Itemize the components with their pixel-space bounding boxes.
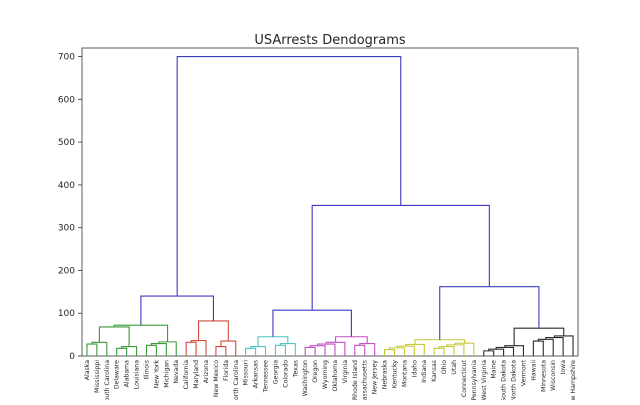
leaf-label: Washington bbox=[302, 360, 309, 396]
leaf-label: Texas bbox=[292, 360, 299, 378]
cluster-link bbox=[438, 346, 455, 356]
leaf-label: Oklahoma bbox=[332, 360, 339, 392]
cluster-link bbox=[354, 344, 366, 356]
leaf-label: Illinois bbox=[143, 360, 150, 380]
leaf-label: New York bbox=[153, 360, 160, 389]
top-link bbox=[439, 286, 540, 340]
cluster-link bbox=[250, 346, 267, 356]
cluster-link bbox=[215, 346, 227, 356]
plot-frame bbox=[81, 47, 579, 357]
leaf-label: Missouri bbox=[243, 360, 250, 386]
leaf-label: West Virginia bbox=[481, 360, 488, 400]
leaf-label: Hawaii bbox=[530, 360, 537, 381]
leaf-label: Connecticut bbox=[461, 359, 468, 397]
leaf-label: Wisconsin bbox=[550, 360, 557, 391]
cluster-link bbox=[274, 344, 286, 356]
top-link bbox=[311, 204, 490, 311]
y-tick-label: 400 bbox=[58, 181, 75, 191]
chart-title: USArrests Dendograms bbox=[254, 33, 406, 48]
leaf-label: South Carolina bbox=[104, 360, 111, 400]
y-tick-label: 100 bbox=[58, 309, 75, 319]
cluster-link bbox=[545, 337, 564, 356]
cluster-link bbox=[86, 343, 98, 356]
cluster-link bbox=[414, 339, 466, 345]
cluster-link bbox=[145, 344, 157, 356]
y-axis: 0 100 200 300 400 500 600 700 bbox=[58, 53, 82, 362]
leaf-label: Colorado bbox=[282, 360, 289, 388]
leaf-label: Montana bbox=[401, 360, 408, 387]
cluster-link bbox=[433, 347, 445, 356]
cluster-link bbox=[198, 320, 229, 342]
y-tick-label: 500 bbox=[58, 138, 75, 148]
leaf-label: Maryland bbox=[193, 360, 200, 389]
cluster-link bbox=[553, 335, 574, 356]
cluster-link bbox=[245, 347, 257, 356]
leaf-label: Georgia bbox=[272, 360, 279, 384]
cluster-link bbox=[121, 346, 138, 356]
cluster-link bbox=[304, 346, 316, 356]
leaf-label: Louisiana bbox=[134, 360, 141, 389]
cluster-link bbox=[488, 348, 505, 356]
cluster-link bbox=[190, 340, 207, 356]
cluster-link bbox=[532, 340, 544, 356]
leaf-label: Florida bbox=[223, 360, 230, 381]
leaf-label: Delaware bbox=[114, 360, 121, 389]
leaf-label: New Jersey bbox=[372, 360, 379, 395]
leaf-label: Arkansas bbox=[253, 360, 260, 388]
leaf-label: Vermont bbox=[520, 359, 527, 386]
leaf-label: New Hampshire bbox=[570, 360, 577, 400]
leaf-label: Maine bbox=[491, 360, 498, 379]
leaf-label: Tennessee bbox=[263, 360, 270, 393]
leaf-label: Utah bbox=[451, 360, 458, 375]
cluster-link bbox=[483, 350, 495, 356]
leaf-label: North Carolina bbox=[233, 360, 240, 400]
top-link bbox=[176, 56, 402, 297]
leaf-label: California bbox=[183, 360, 190, 390]
leaf-label: New Mexico bbox=[213, 360, 220, 397]
leaf-label: Kentucky bbox=[391, 360, 398, 389]
leaf-label: Indiana bbox=[421, 360, 428, 383]
y-tick-label: 300 bbox=[58, 224, 75, 234]
y-tick-label: 600 bbox=[58, 95, 75, 105]
leaf-label: Alaska bbox=[84, 360, 91, 380]
cluster-link bbox=[220, 340, 237, 356]
y-tick-label: 0 bbox=[69, 352, 75, 362]
cluster-link bbox=[384, 349, 396, 356]
leaf-label: Massachusetts bbox=[362, 360, 369, 400]
leaf-label: Michigan bbox=[163, 360, 170, 388]
cluster-link bbox=[113, 324, 169, 342]
cluster-link bbox=[446, 344, 465, 356]
leaf-label: Iowa bbox=[560, 360, 567, 375]
leaf-label: Arizona bbox=[203, 360, 210, 383]
leaf-labels: Alaska Mississippi South Carolina Delaware A… bbox=[84, 359, 577, 405]
cluster-link bbox=[116, 347, 128, 356]
leaf-label: Wyoming bbox=[322, 360, 329, 389]
leaf-label: North Dakota bbox=[511, 360, 518, 400]
cluster-link bbox=[185, 341, 197, 356]
leaf-label: Nevada bbox=[173, 360, 180, 384]
leaf-label: Ohio bbox=[441, 360, 448, 375]
dendrogram-links bbox=[86, 56, 574, 356]
leaf-label: Oregon bbox=[312, 360, 319, 383]
leaf-label: South Dakota bbox=[501, 360, 508, 400]
leaf-label: Alabama bbox=[124, 360, 131, 387]
leaf-label: Minnesota bbox=[540, 360, 547, 392]
y-tick-label: 700 bbox=[58, 53, 75, 63]
leaf-label: Rhode Island bbox=[352, 360, 359, 400]
leaf-label: Idaho bbox=[411, 360, 418, 377]
leaf-label: Virginia bbox=[342, 360, 349, 384]
cluster-link bbox=[98, 326, 130, 347]
leaf-label: Mississippi bbox=[94, 360, 101, 393]
leaf-label: Nebraska bbox=[382, 360, 389, 389]
y-tick-label: 200 bbox=[58, 266, 75, 276]
cluster-link bbox=[513, 327, 565, 346]
leaf-label: Pennsylvania bbox=[471, 360, 478, 400]
cluster-link bbox=[454, 342, 475, 356]
top-link bbox=[272, 309, 352, 337]
leaf-label: Kansas bbox=[431, 360, 438, 382]
cluster-link bbox=[537, 338, 554, 356]
